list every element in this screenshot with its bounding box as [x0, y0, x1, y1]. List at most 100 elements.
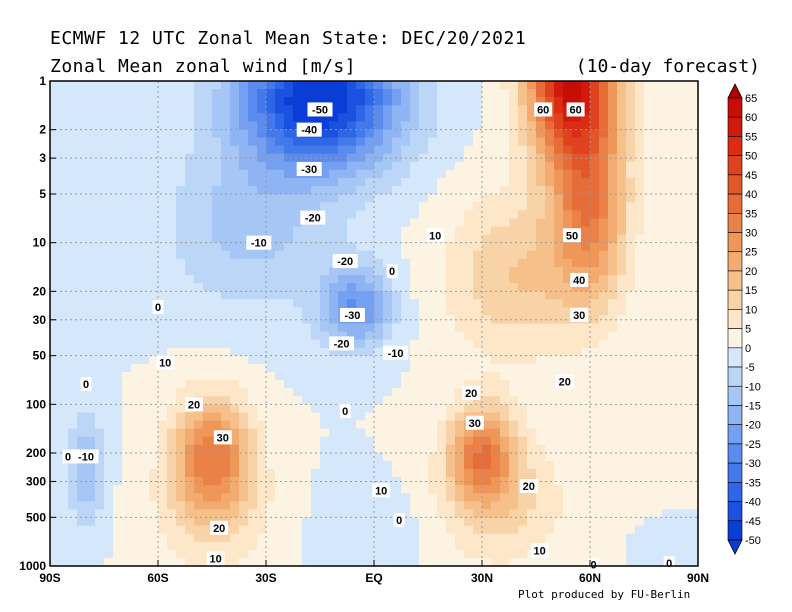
field-cell	[635, 89, 645, 98]
y-tick-label: 200	[26, 446, 46, 460]
field-cell	[77, 509, 87, 519]
field-cell	[293, 218, 303, 228]
field-cell	[680, 388, 690, 397]
field-cell	[419, 452, 429, 462]
field-cell	[401, 218, 411, 228]
field-cell	[230, 533, 240, 543]
field-cell	[257, 202, 267, 211]
field-cell	[590, 380, 600, 389]
field-cell	[392, 396, 402, 405]
field-cell	[320, 97, 330, 106]
field-cell	[68, 347, 78, 357]
field-cell	[473, 81, 483, 90]
field-cell	[680, 105, 690, 114]
field-cell	[248, 501, 258, 511]
field-cell	[302, 388, 312, 397]
field-cell	[662, 178, 672, 187]
field-cell	[581, 186, 591, 195]
field-cell	[212, 501, 222, 511]
field-cell	[95, 250, 105, 260]
field-cell	[500, 250, 510, 260]
field-cell	[509, 121, 519, 131]
field-cell	[581, 299, 591, 308]
field-cell	[680, 137, 690, 147]
field-cell	[95, 283, 105, 292]
field-cell	[500, 549, 510, 559]
field-cell	[419, 275, 429, 284]
field-cell	[167, 412, 177, 422]
field-cell	[518, 169, 528, 179]
field-cell	[608, 339, 618, 349]
field-cell	[122, 339, 132, 349]
field-cell	[635, 412, 645, 422]
field-cell	[482, 517, 492, 527]
field-cell	[104, 186, 114, 195]
field-cell	[131, 89, 141, 98]
field-cell	[518, 372, 528, 381]
field-cell	[374, 113, 384, 123]
field-cell	[365, 242, 375, 252]
contour-label: 0	[396, 515, 402, 527]
field-cell	[140, 283, 150, 292]
field-cell	[356, 412, 366, 422]
field-cell	[194, 121, 204, 131]
field-cell	[176, 129, 186, 139]
field-cell	[347, 549, 357, 559]
field-cell	[275, 428, 285, 438]
field-cell	[392, 291, 402, 300]
field-cell	[383, 169, 393, 179]
field-cell	[230, 509, 240, 519]
field-cell	[284, 89, 294, 98]
field-cell	[635, 436, 645, 446]
field-cell	[662, 323, 672, 333]
field-cell	[68, 178, 78, 187]
field-cell	[482, 493, 492, 502]
field-cell	[320, 339, 330, 349]
field-cell	[401, 444, 411, 454]
field-cell	[293, 315, 303, 325]
field-cell	[185, 178, 195, 187]
field-cell	[203, 501, 213, 511]
field-cell	[446, 420, 456, 430]
field-cell	[203, 250, 213, 260]
field-cell	[275, 81, 285, 90]
field-cell	[644, 291, 654, 300]
field-cell	[518, 557, 528, 567]
field-cell	[230, 380, 240, 389]
field-cell	[653, 210, 663, 220]
field-cell	[527, 428, 537, 438]
field-cell	[374, 363, 384, 373]
field-cell	[482, 250, 492, 260]
field-cell	[491, 194, 501, 203]
field-cell	[329, 105, 339, 114]
field-cell	[590, 396, 600, 405]
colorbar-band	[727, 328, 743, 349]
field-cell	[140, 97, 150, 106]
field-cell	[104, 226, 114, 236]
field-cell	[662, 81, 672, 90]
field-cell	[149, 137, 159, 147]
field-cell	[311, 81, 321, 90]
field-cell	[104, 388, 114, 397]
field-cell	[653, 234, 663, 244]
field-cell	[662, 469, 672, 478]
field-cell	[410, 210, 420, 220]
field-cell	[266, 541, 276, 551]
field-cell	[50, 105, 60, 114]
field-cell	[473, 169, 483, 179]
field-cell	[500, 242, 510, 252]
field-cell	[329, 509, 339, 519]
field-cell	[230, 178, 240, 187]
field-cell	[374, 299, 384, 308]
field-cell	[599, 153, 609, 163]
field-cell	[536, 501, 546, 511]
field-cell	[491, 250, 501, 260]
field-cell	[572, 363, 582, 373]
field-cell	[122, 210, 132, 220]
field-cell	[437, 275, 447, 284]
field-cell	[185, 258, 195, 268]
field-cell	[689, 113, 699, 123]
field-cell	[329, 460, 339, 470]
field-cell	[338, 444, 348, 454]
field-cell	[473, 363, 483, 373]
